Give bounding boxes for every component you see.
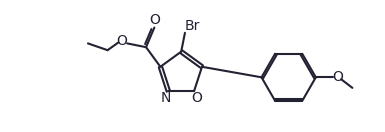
Text: O: O (333, 70, 343, 84)
Text: N: N (161, 91, 171, 105)
Text: Br: Br (185, 19, 200, 33)
Text: O: O (116, 34, 127, 48)
Text: O: O (191, 91, 202, 105)
Text: O: O (149, 13, 160, 27)
